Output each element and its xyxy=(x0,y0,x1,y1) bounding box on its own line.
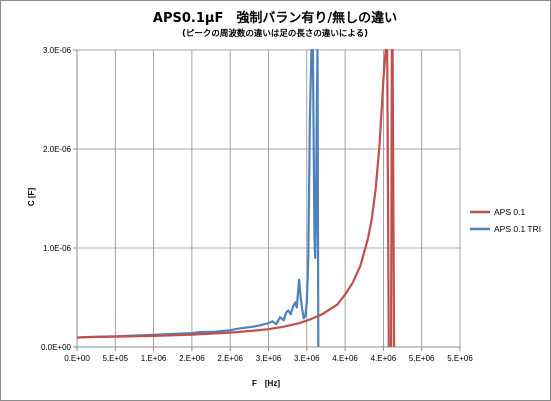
legend: APS 0.1 APS 0.1 TRI xyxy=(470,207,541,234)
x-axis-label: F [Hz] xyxy=(252,379,280,388)
y-tick-label: 0.0E+00 xyxy=(41,343,72,352)
axes xyxy=(73,49,461,351)
grid-lines xyxy=(77,49,461,347)
x-tick-label: 5.E+06 xyxy=(409,354,435,363)
x-tick-label: 1.E+06 xyxy=(141,354,167,363)
x-tick-label: 5.E+06 xyxy=(447,354,473,363)
y-tick-label: 2.0E-06 xyxy=(43,145,72,154)
legend-label-aps-0-1: APS 0.1 xyxy=(494,207,525,217)
x-tick-labels: 0.E+00 5.E+05 1.E+06 2.E+06 2.E+06 3.E+06 3.E+… xyxy=(64,354,473,363)
y-tick-label: 3.0E-06 xyxy=(43,46,72,55)
series-line-aps-0-1-tri xyxy=(77,49,320,347)
legend-label-aps-0-1-tri: APS 0.1 TRI xyxy=(494,224,541,234)
x-tick-label: 4.E+06 xyxy=(332,354,358,363)
x-tick-label: 2.E+06 xyxy=(179,354,205,363)
x-tick-label: 3.E+06 xyxy=(256,354,282,363)
chart-title: APS0.1μF 強制バラン有り/無しの違い xyxy=(153,10,397,26)
chart-subtitle: (ピークの周波数の違いは足の長さの違いによる) xyxy=(182,28,368,39)
series-layer xyxy=(77,49,396,347)
y-tick-labels: 0.0E+00 1.0E-06 2.0E-06 3.0E-06 xyxy=(41,46,72,352)
x-tick-label: 4.E+06 xyxy=(371,354,397,363)
y-tick-label: 1.0E-06 xyxy=(43,244,72,253)
series-line-aps-0-1 xyxy=(77,49,396,347)
x-tick-label: 2.E+06 xyxy=(217,354,243,363)
y-axis-label: C [F] xyxy=(27,188,36,207)
x-tick-label: 3.E+06 xyxy=(294,354,320,363)
x-tick-label: 0.E+00 xyxy=(64,354,90,363)
x-tick-label: 5.E+05 xyxy=(103,354,129,363)
